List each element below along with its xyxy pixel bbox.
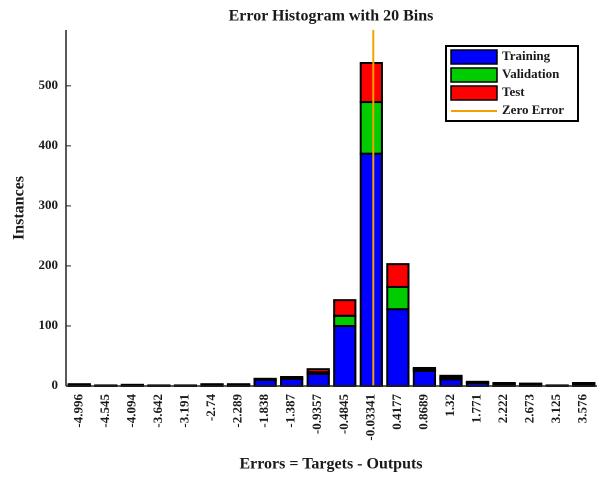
x-tick-label: -2.289 bbox=[230, 394, 245, 428]
y-tick-label: 400 bbox=[39, 137, 59, 152]
y-tick-label: 300 bbox=[39, 197, 59, 212]
bar-segment bbox=[306, 368, 330, 374]
y-tick-label: 100 bbox=[39, 317, 59, 332]
bar-segment bbox=[572, 381, 596, 385]
bar-segment bbox=[226, 383, 251, 386]
bar-segment bbox=[280, 377, 304, 388]
y-axis-label: Instances bbox=[11, 176, 28, 240]
chart-title: Error Histogram with 20 Bins bbox=[229, 8, 434, 25]
bar-segment bbox=[333, 324, 357, 388]
x-tick-label: 3.576 bbox=[575, 394, 590, 424]
bar-segment bbox=[492, 381, 516, 385]
bar-segment bbox=[386, 308, 410, 387]
y-tick-label: 0 bbox=[52, 377, 59, 392]
bar-segment bbox=[386, 285, 410, 311]
x-tick-label: 0.4177 bbox=[389, 394, 404, 430]
legend-label: Training bbox=[502, 48, 551, 63]
bar-segment bbox=[412, 369, 437, 388]
bar-segment bbox=[519, 382, 543, 386]
x-tick-label: -1.838 bbox=[256, 394, 271, 428]
bar-segment bbox=[386, 263, 410, 288]
x-tick-label: -4.545 bbox=[97, 394, 112, 428]
bar-segment bbox=[412, 366, 437, 371]
x-tick-label: 3.125 bbox=[548, 394, 563, 424]
y-tick-label: 500 bbox=[39, 77, 59, 92]
bar-segment bbox=[333, 314, 357, 327]
legend-label: Test bbox=[502, 84, 525, 99]
bar-segment bbox=[465, 380, 490, 384]
bar-segment bbox=[200, 383, 224, 386]
x-tick-label: 1.771 bbox=[469, 394, 484, 423]
x-tick-label: -4.996 bbox=[70, 394, 85, 428]
bar-segment bbox=[359, 62, 383, 104]
x-tick-label: 1.32 bbox=[442, 394, 457, 417]
legend-swatch bbox=[450, 49, 498, 65]
bar-segment bbox=[439, 374, 463, 379]
bar-segment bbox=[67, 383, 91, 386]
x-axis-label: Errors = Targets - Outputs bbox=[239, 456, 422, 473]
y-tick-label: 200 bbox=[39, 257, 59, 272]
x-tick-label: -1.387 bbox=[283, 394, 298, 428]
legend-label: Zero Error bbox=[502, 102, 564, 117]
x-tick-label: -0.4845 bbox=[336, 394, 351, 435]
bar-segment bbox=[359, 152, 383, 387]
x-tick-label: -4.094 bbox=[123, 394, 138, 428]
x-tick-label: -3.642 bbox=[150, 394, 165, 428]
x-tick-label: -0.9357 bbox=[309, 394, 324, 435]
bar-segment bbox=[359, 101, 383, 155]
x-tick-label: 2.222 bbox=[495, 394, 510, 423]
legend-swatch bbox=[450, 67, 498, 83]
bar-segment bbox=[280, 375, 304, 380]
x-tick-label: -2.74 bbox=[203, 394, 218, 422]
x-tick-label: -3.191 bbox=[176, 394, 191, 428]
x-tick-label: -0.03341 bbox=[362, 394, 377, 441]
bar-segment bbox=[306, 372, 330, 388]
x-tick-label: 2.673 bbox=[522, 394, 537, 424]
legend-swatch bbox=[450, 85, 498, 101]
bar-segment bbox=[333, 299, 357, 317]
legend-label: Validation bbox=[502, 66, 560, 81]
x-tick-label: 0.8689 bbox=[415, 394, 430, 430]
bar-segment bbox=[253, 377, 277, 381]
